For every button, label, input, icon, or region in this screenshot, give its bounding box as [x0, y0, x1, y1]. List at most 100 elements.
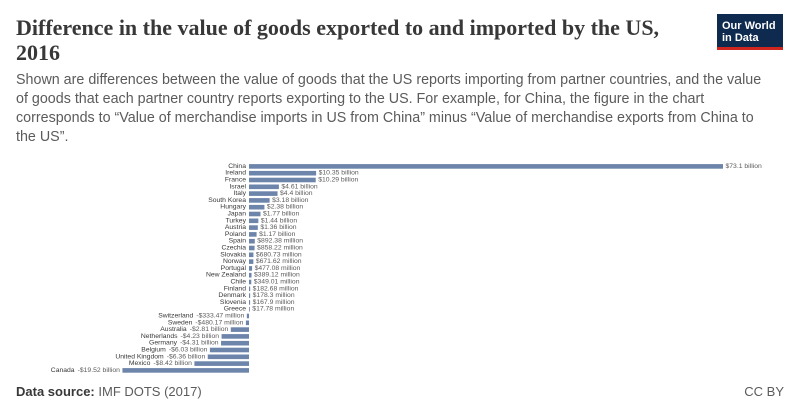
- bar-belgium[interactable]: [209, 347, 249, 353]
- bar-hungary[interactable]: [249, 204, 265, 210]
- category-label: Germany: [149, 340, 178, 347]
- logo-line-1: Our World: [722, 20, 776, 32]
- category-label: France: [225, 177, 246, 184]
- value-label: $10.35 billion: [319, 170, 359, 177]
- logo-line-2: in Data: [722, 32, 759, 44]
- bar-canada[interactable]: [122, 368, 249, 373]
- chart-title: Difference in the value of goods exporte…: [16, 15, 660, 65]
- category-label: China: [228, 163, 246, 170]
- data-source: Data source: IMF DOTS (2017): [16, 384, 202, 399]
- value-label: $858.22 million: [257, 245, 303, 252]
- category-label: Denmark: [218, 292, 246, 299]
- bar-china[interactable]: [249, 164, 723, 169]
- value-label: $1.44 billion: [261, 217, 297, 224]
- chart-subtitle: Shown are differences between the value …: [16, 72, 762, 145]
- value-label: -$480.17 million: [195, 319, 243, 326]
- bar-south-korea[interactable]: [249, 198, 270, 203]
- value-label: $17.78 million: [252, 306, 294, 313]
- value-label: -$6.03 billion: [169, 347, 208, 354]
- bar-czechia[interactable]: [249, 245, 255, 251]
- category-label: Norway: [223, 258, 247, 265]
- value-label: $349.01 million: [254, 279, 300, 286]
- category-label: New Zealand: [206, 272, 246, 279]
- bar-portugal[interactable]: [249, 266, 253, 271]
- category-label: Switzerland: [158, 313, 193, 320]
- bar-mexico[interactable]: [194, 361, 249, 366]
- value-label: -$19.52 billion: [78, 367, 121, 374]
- value-label: $73.1 billion: [726, 163, 762, 170]
- value-label: $2.38 billion: [267, 204, 303, 211]
- category-label: Slovenia: [220, 299, 246, 306]
- value-label: -$333.47 million: [196, 313, 244, 320]
- value-label: -$4.23 billion: [181, 333, 220, 340]
- bar-italy[interactable]: [249, 191, 278, 196]
- bar-netherlands[interactable]: [221, 334, 249, 339]
- bar-spain[interactable]: [249, 238, 255, 244]
- category-label: Chile: [231, 279, 247, 286]
- bar-israel[interactable]: [249, 184, 279, 190]
- bar-slovenia[interactable]: [249, 300, 251, 305]
- category-label: Israel: [229, 183, 246, 190]
- bar-germany[interactable]: [221, 340, 249, 346]
- bar-turkey[interactable]: [249, 218, 259, 224]
- bar-austria[interactable]: [249, 225, 258, 230]
- value-label: -$6.36 billion: [167, 353, 206, 360]
- category-label: Belgium: [141, 347, 166, 354]
- bar-new-zealand[interactable]: [249, 272, 252, 278]
- value-label: $4.61 billion: [281, 183, 317, 190]
- category-label: Poland: [225, 231, 246, 238]
- category-label: Canada: [51, 367, 75, 374]
- bar-switzerland[interactable]: [246, 313, 249, 319]
- value-label: $671.62 million: [256, 258, 302, 265]
- bar-finland[interactable]: [249, 286, 251, 292]
- category-label: Slovakia: [220, 251, 246, 258]
- category-label: Australia: [160, 326, 187, 333]
- value-label: $892.38 million: [257, 238, 303, 245]
- category-label: Austria: [225, 224, 246, 231]
- value-label: $1.17 billion: [259, 231, 295, 238]
- value-label: -$2.81 billion: [190, 326, 229, 333]
- owid-logo[interactable]: Our World in Data: [717, 14, 783, 50]
- bar-denmark[interactable]: [249, 293, 251, 298]
- category-label: United Kingdom: [115, 353, 164, 360]
- bar-france[interactable]: [249, 177, 316, 183]
- category-label: Spain: [229, 238, 247, 245]
- bar-japan[interactable]: [249, 211, 261, 217]
- bar-chart: China $73.1 billion Ireland $10.35 billion F…: [51, 163, 762, 374]
- category-label: Hungary: [220, 204, 246, 211]
- category-label: Finland: [224, 285, 247, 292]
- bar-poland[interactable]: [249, 232, 257, 237]
- category-label: Japan: [227, 211, 246, 218]
- category-label: Mexico: [129, 360, 151, 367]
- category-label: Greece: [224, 306, 247, 313]
- value-label: $477.08 million: [255, 265, 301, 272]
- bar-sweden[interactable]: [245, 320, 249, 326]
- license-link[interactable]: CC BY: [744, 384, 784, 399]
- data-source-label: Data source:: [16, 384, 95, 399]
- category-label: Italy: [234, 190, 247, 197]
- category-label: Turkey: [225, 217, 246, 224]
- value-label: $680.73 million: [256, 251, 302, 258]
- bar-norway[interactable]: [249, 259, 254, 264]
- value-label: -$8.42 billion: [153, 360, 192, 367]
- value-label: $182.68 million: [253, 285, 299, 292]
- category-label: Portugal: [221, 265, 247, 272]
- bar-ireland[interactable]: [249, 170, 317, 176]
- bar-chile[interactable]: [249, 279, 252, 285]
- value-label: $389.12 million: [254, 272, 300, 279]
- category-label: Ireland: [225, 170, 246, 177]
- category-label: Czechia: [221, 245, 246, 252]
- bar-greece[interactable]: [249, 306, 250, 312]
- value-label: $167.9 million: [253, 299, 295, 306]
- category-label: Netherlands: [141, 333, 178, 340]
- category-label: Sweden: [168, 319, 193, 326]
- data-source-value[interactable]: IMF DOTS (2017): [98, 384, 202, 399]
- value-label: -$4.31 billion: [180, 340, 219, 347]
- bar-united-kingdom[interactable]: [207, 354, 249, 360]
- value-label: $178.3 million: [253, 292, 295, 299]
- bar-slovakia[interactable]: [249, 252, 254, 258]
- bar-australia[interactable]: [230, 327, 249, 332]
- value-label: $1.77 billion: [263, 211, 299, 218]
- category-label: South Korea: [208, 197, 246, 204]
- value-label: $4.4 billion: [280, 190, 313, 197]
